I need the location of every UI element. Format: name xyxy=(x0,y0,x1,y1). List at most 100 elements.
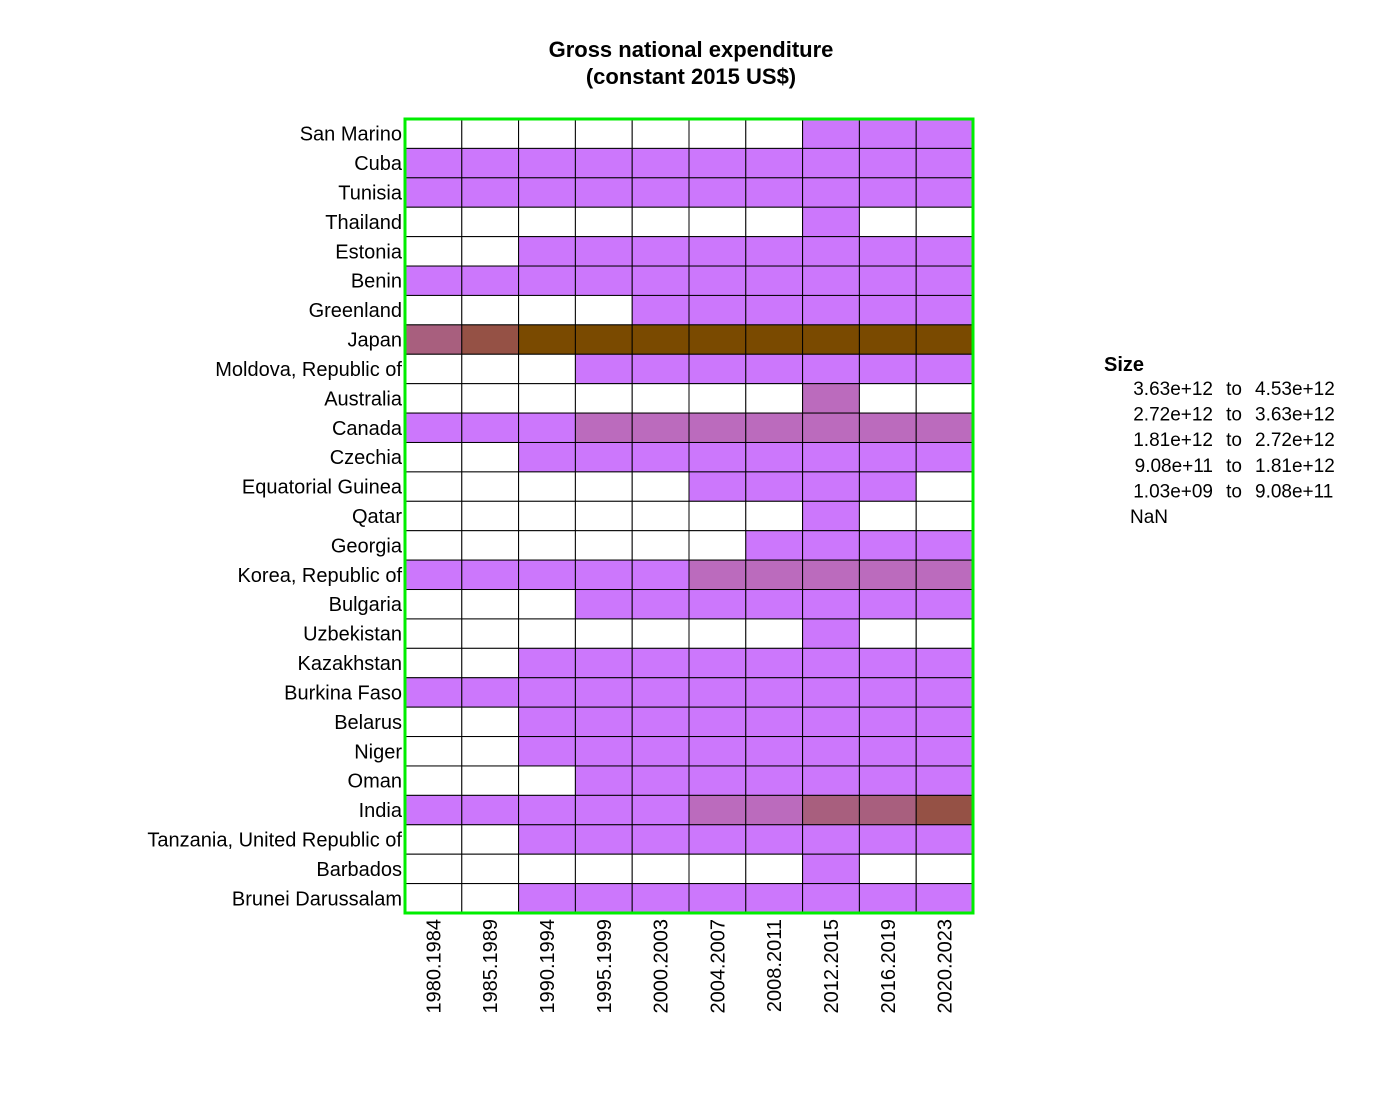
row-labels: San Marino Cuba Tunisia Thailand Estonia Beni… xyxy=(147,124,402,911)
heatmap-cell xyxy=(802,618,860,649)
heatmap-cell xyxy=(915,883,974,914)
heatmap-cell xyxy=(688,677,747,708)
row-label: Cuba xyxy=(354,153,403,175)
heatmap-cell xyxy=(518,236,576,267)
legend-range-to: 1.81e+12 xyxy=(1255,456,1335,477)
heatmap-cell xyxy=(802,500,860,532)
heatmap-cell xyxy=(404,736,463,767)
heatmap-cell xyxy=(404,471,463,502)
chart-title-line-1: Gross national expenditure xyxy=(549,37,834,62)
heatmap-cell xyxy=(404,118,463,149)
legend: Size 3.63e+12 to 4.53e+122.72e+12 to 3.63e+1… xyxy=(1104,354,1335,528)
heatmap-cell xyxy=(802,206,860,238)
row-label: Kazakhstan xyxy=(297,653,402,675)
column-label: 2020.2023 xyxy=(935,919,957,1014)
heatmap-cell xyxy=(915,236,974,267)
heatmap-cell xyxy=(518,412,576,443)
heatmap-cell xyxy=(915,706,974,738)
heatmap-cell xyxy=(858,736,917,767)
column-label: 1980.1984 xyxy=(423,919,445,1014)
legend-range-from: 3.63e+12 xyxy=(1133,379,1213,400)
heatmap-cell xyxy=(802,736,860,767)
heatmap-cell xyxy=(404,618,463,649)
heatmap-cell xyxy=(858,206,917,238)
heatmap-cell xyxy=(518,353,576,385)
row-label: Brunei Darussalam xyxy=(232,888,402,910)
heatmap-cell xyxy=(461,383,520,414)
heatmap-cell xyxy=(404,765,463,796)
row-label: Benin xyxy=(351,271,402,293)
column-label: 2016.2019 xyxy=(878,919,900,1014)
heatmap-cell xyxy=(404,824,463,855)
heatmap-cell xyxy=(745,236,804,267)
heatmap-cell xyxy=(858,794,917,826)
heatmap-cell xyxy=(631,147,690,179)
heatmap-cell xyxy=(574,500,633,532)
heatmap-cell xyxy=(802,647,860,679)
legend-title: Size xyxy=(1104,354,1144,376)
heatmap-cell xyxy=(404,294,463,326)
heatmap-cell xyxy=(858,647,917,679)
column-label: 1985.1989 xyxy=(480,919,502,1014)
heatmap-cell xyxy=(518,383,576,414)
heatmap-cell xyxy=(461,265,520,296)
heatmap-cell xyxy=(745,736,804,767)
legend-range-connector: to xyxy=(1226,430,1242,451)
heatmap-cell xyxy=(688,500,747,532)
heatmap-cell xyxy=(574,324,633,355)
legend-range-connector: to xyxy=(1226,456,1242,477)
heatmap-cell xyxy=(858,500,917,532)
heatmap-cell xyxy=(858,589,917,620)
heatmap-cell xyxy=(518,500,576,532)
heatmap-cell xyxy=(518,706,576,738)
heatmap-cell xyxy=(631,441,690,473)
heatmap-cell xyxy=(915,177,974,208)
heatmap-cell xyxy=(688,765,747,796)
heatmap-cell xyxy=(574,677,633,708)
heatmap-cell xyxy=(461,883,520,914)
heatmap-cell xyxy=(404,853,463,885)
row-label: Niger xyxy=(354,741,402,763)
heatmap-cell xyxy=(802,824,860,855)
heatmap-cell xyxy=(745,500,804,532)
heatmap-cell xyxy=(574,206,633,238)
heatmap-cell xyxy=(688,177,747,208)
row-label: Korea, Republic of xyxy=(237,565,402,587)
row-label: India xyxy=(359,800,403,822)
heatmap-cell xyxy=(518,118,576,149)
heatmap-cell xyxy=(745,324,804,355)
heatmap-cell xyxy=(404,324,463,355)
heatmap-cell xyxy=(574,471,633,502)
heatmap-cell xyxy=(518,324,576,355)
column-label: 2004.2007 xyxy=(707,919,729,1014)
heatmap-cell xyxy=(745,794,804,826)
row-label: Belarus xyxy=(334,712,402,734)
heatmap-cell xyxy=(461,736,520,767)
heatmap-cell xyxy=(404,530,463,561)
heatmap-cell xyxy=(404,706,463,738)
heatmap-cell xyxy=(858,412,917,443)
heatmap-cell xyxy=(404,589,463,620)
heatmap-cell xyxy=(518,647,576,679)
legend-range-to: 9.08e+11 xyxy=(1255,481,1333,502)
plot-frame xyxy=(403,117,975,915)
heatmap-cell xyxy=(688,206,747,238)
row-label: Bulgaria xyxy=(329,594,403,616)
heatmap-cell xyxy=(631,677,690,708)
heatmap-cell xyxy=(688,618,747,649)
heatmap-cell xyxy=(631,883,690,914)
heatmap-cell xyxy=(461,706,520,738)
heatmap-cell xyxy=(802,853,860,885)
heatmap-cell xyxy=(404,794,463,826)
legend-range-to: 2.72e+12 xyxy=(1255,430,1335,451)
heatmap-cell xyxy=(574,883,633,914)
heatmap-cell xyxy=(518,736,576,767)
heatmap-cell xyxy=(802,118,860,149)
column-label: 2000.2003 xyxy=(651,919,673,1014)
heatmap-cell xyxy=(915,147,974,179)
row-label: Canada xyxy=(332,418,403,440)
row-label: Tanzania, United Republic of xyxy=(147,829,402,851)
heatmap-cell xyxy=(745,618,804,649)
heatmap-cell xyxy=(688,647,747,679)
